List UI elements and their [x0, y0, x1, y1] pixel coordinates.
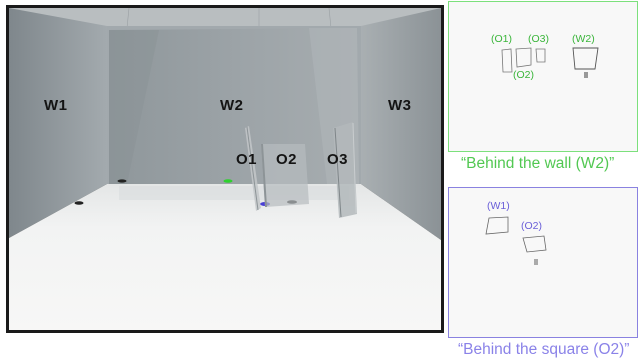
thumbnail-behind-wall: (O1) (O3) (W2) (O2) — [448, 1, 638, 152]
left-wall — [9, 8, 107, 238]
thumb-label-o3: (O3) — [528, 33, 549, 45]
small-marker-icon — [534, 259, 538, 265]
thumb-label-o1: (O1) — [491, 33, 512, 45]
label-w2: W2 — [220, 97, 244, 114]
thumb-label-w1: (W1) — [487, 200, 510, 212]
floor-marker — [117, 179, 127, 183]
outline-w2 — [572, 47, 599, 70]
label-o3: O3 — [327, 151, 349, 168]
occlusion-sketch-wall — [501, 47, 599, 78]
right-wall — [361, 8, 441, 240]
small-marker-icon — [584, 72, 588, 78]
outline-o2 — [515, 47, 532, 68]
caption-behind-wall: “Behind the wall (W2)” — [461, 155, 615, 172]
thumbnail-behind-square: (W1) (O2) — [448, 187, 638, 338]
thumb-label-o2: (O2) — [513, 69, 534, 81]
label-o2: O2 — [276, 151, 298, 168]
outline-o1 — [501, 48, 513, 73]
label-w1: W1 — [44, 97, 68, 114]
caption-behind-square: “Behind the square (O2)” — [458, 341, 630, 358]
outline-w1 — [485, 216, 509, 235]
floor — [9, 184, 441, 330]
label-o1: O1 — [236, 151, 258, 168]
thumb-label-w2: (W2) — [572, 33, 595, 45]
room-scene — [9, 8, 441, 330]
thumb-label-o2: (O2) — [521, 220, 542, 232]
scene-photo: W1 W2 W3 O1 O2 O3 — [6, 5, 444, 333]
floor-marker — [74, 201, 84, 205]
label-w3: W3 — [388, 97, 412, 114]
green-marker — [223, 179, 233, 183]
occlusion-sketch-square — [485, 216, 547, 265]
outline-o2 — [522, 235, 547, 253]
outline-o3 — [535, 48, 546, 63]
object-o2 — [261, 144, 309, 207]
